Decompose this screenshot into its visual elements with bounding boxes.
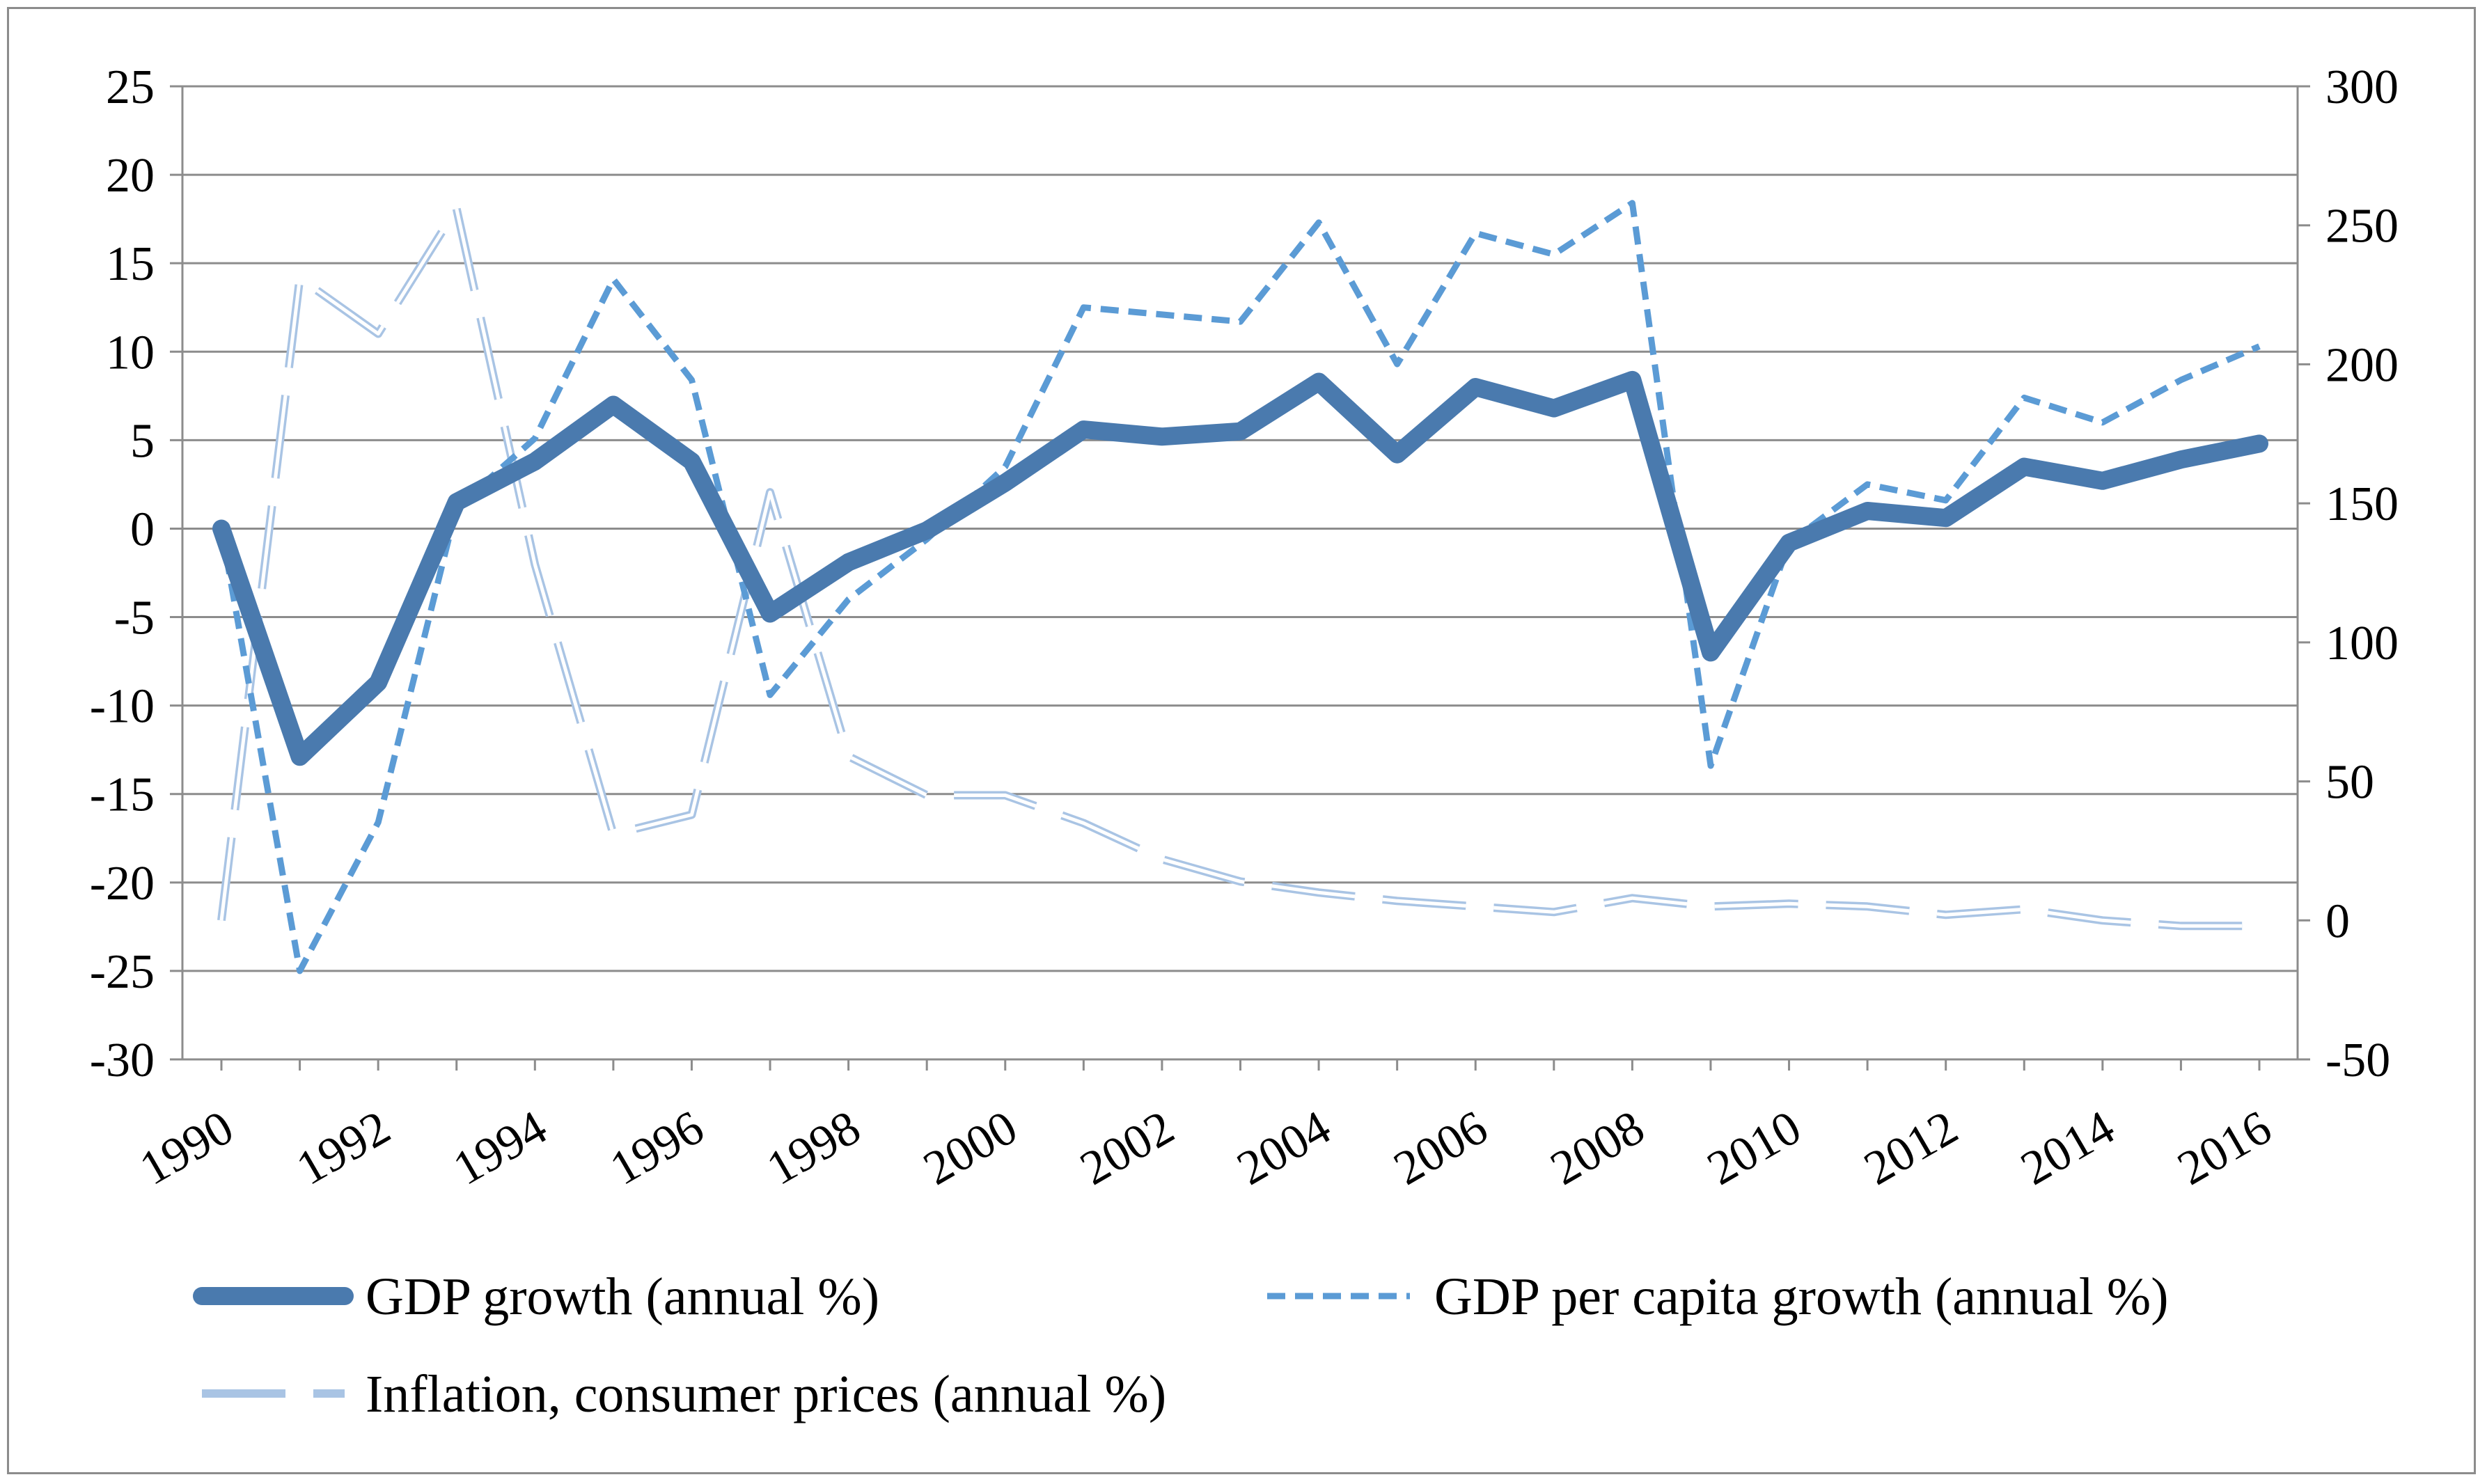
y2-tick-label: 0 [2325, 894, 2350, 948]
y2-tick-label: 250 [2325, 200, 2399, 253]
y-tick-label: -15 [90, 768, 155, 822]
y-tick-label: -30 [90, 1034, 155, 1087]
x-tick-label: 2000 [915, 1100, 1026, 1196]
x-tick-label: 2014 [2012, 1100, 2124, 1196]
y-tick-label: 25 [106, 61, 155, 114]
legend: GDP growth (annual %) GDP per capita gro… [193, 1268, 2169, 1423]
y2-tick-label: -50 [2325, 1034, 2390, 1087]
x-tick-label: 1994 [445, 1100, 556, 1196]
y2-axis-ticks: 300 250 200 150 100 50 0 -50 [2298, 61, 2399, 1087]
y2-tick-label: 50 [2325, 756, 2374, 810]
x-axis-ticks: 1990 1992 1994 1996 1998 2000 2002 2004 2006 2008… [131, 1059, 2280, 1196]
gridlines [182, 85, 2298, 972]
x-tick-label: 1992 [288, 1100, 399, 1196]
x-tick-label: 2016 [2169, 1100, 2280, 1196]
x-tick-label: 1998 [758, 1100, 870, 1196]
x-tick-label: 2008 [1542, 1100, 1654, 1196]
y-tick-label: -10 [90, 680, 155, 734]
legend-label-inflation: Inflation, consumer prices (annual %) [366, 1365, 1166, 1423]
series-line-inflation-outline [217, 204, 2259, 931]
y-tick-label: 5 [130, 414, 155, 468]
y-tick-label: 20 [106, 149, 155, 203]
y2-tick-label: 200 [2325, 338, 2399, 392]
y2-tick-label: 150 [2325, 477, 2399, 531]
x-tick-label: 2002 [1072, 1100, 1183, 1196]
x-tick-label: 1996 [602, 1100, 713, 1196]
series-line-gdp-per-capita-growth [218, 200, 2261, 974]
x-tick-label: 2012 [1856, 1100, 1967, 1196]
y2-tick-label: 300 [2325, 61, 2399, 114]
series-line-inflation [219, 207, 2259, 928]
legend-label-gdp-growth: GDP growth (annual %) [366, 1268, 879, 1326]
y-axis-ticks: 25 20 15 10 5 0 -5 -10 -15 -20 -25 -30 [90, 61, 182, 1087]
legend-label-gdp-per-capita-growth: GDP per capita growth (annual %) [1434, 1268, 2169, 1326]
series-lines [212, 200, 2268, 974]
series-line-gdp-growth [212, 370, 2268, 766]
x-tick-label: 1990 [131, 1100, 242, 1196]
chart-frame [7, 7, 2476, 1474]
x-tick-label: 2006 [1385, 1100, 1496, 1196]
y-tick-label: -20 [90, 857, 155, 910]
y-tick-label: 15 [106, 237, 155, 291]
y-tick-label: 0 [130, 503, 155, 556]
y-tick-label: -5 [114, 592, 155, 645]
x-tick-label: 2010 [1699, 1100, 1810, 1196]
y-tick-label: 10 [106, 326, 155, 379]
y-tick-label: -25 [90, 945, 155, 999]
x-tick-label: 2004 [1228, 1100, 1340, 1196]
y2-tick-label: 100 [2325, 617, 2399, 670]
